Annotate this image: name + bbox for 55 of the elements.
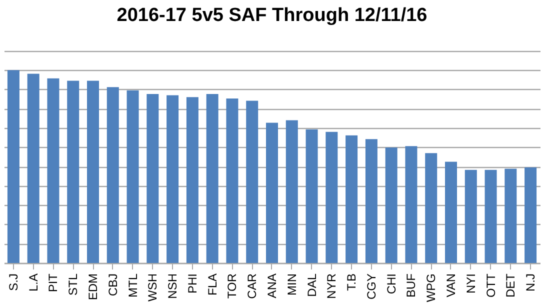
x-tick-label: DAL	[304, 273, 319, 297]
x-tick-label: CAR	[245, 273, 260, 299]
x-tick-label: VAN	[444, 274, 458, 298]
x-tick-label: NYR	[324, 273, 339, 299]
x-tick-label: CBJ	[106, 274, 120, 296]
bar	[464, 170, 477, 263]
x-tick-label: S.J	[6, 274, 20, 291]
x-tick-label: NSH	[166, 274, 180, 299]
bar	[186, 97, 198, 263]
bar	[385, 147, 398, 263]
bar	[206, 94, 218, 263]
bar	[146, 94, 159, 263]
x-tick-label: ANA	[265, 274, 279, 298]
x-tick-label: N.J	[524, 274, 538, 292]
x-tick-label: WPG	[424, 274, 438, 302]
bar	[27, 74, 40, 263]
x-tick-label: MTL	[126, 273, 140, 298]
x-tick-label: EDM	[86, 274, 100, 300]
x-tick-label: DET	[504, 272, 518, 298]
x-tick-label: CHI	[384, 274, 398, 294]
bar	[286, 120, 298, 263]
chart-title: 2016-17 5v5 SAF Through 12/11/16	[116, 5, 428, 26]
bar	[47, 78, 60, 263]
bar	[266, 122, 278, 263]
bar	[524, 167, 537, 263]
x-tick-label: PIT	[46, 272, 60, 292]
x-tick-label: L.A	[26, 274, 40, 292]
x-tick-label: PHI	[185, 274, 200, 294]
x-tick-label: STL	[66, 273, 80, 296]
x-tick-label: OTT	[484, 272, 498, 298]
bar	[306, 129, 318, 263]
bar	[7, 70, 20, 263]
bar	[106, 87, 119, 263]
bar	[246, 100, 258, 263]
bar	[425, 153, 438, 263]
bar	[346, 135, 358, 263]
bar	[504, 168, 517, 263]
bar	[87, 80, 99, 263]
bar	[405, 146, 418, 263]
bar	[445, 162, 457, 263]
bar	[67, 80, 80, 263]
bar	[365, 139, 378, 263]
x-tick-label: TOR	[225, 273, 240, 299]
bar	[166, 95, 179, 263]
x-tick-label: BUF	[404, 274, 418, 298]
x-tick-label: FLA	[205, 274, 220, 296]
x-tick-label: T.B	[344, 274, 359, 291]
x-tick-label: NYI	[464, 274, 478, 294]
bar	[326, 132, 338, 263]
x-tick-label: MIN	[284, 274, 299, 296]
bar	[484, 170, 497, 263]
bar	[126, 90, 139, 263]
x-tick-label: CGY	[364, 274, 378, 300]
x-tick-label: WSH	[146, 274, 160, 302]
bar	[226, 98, 238, 263]
